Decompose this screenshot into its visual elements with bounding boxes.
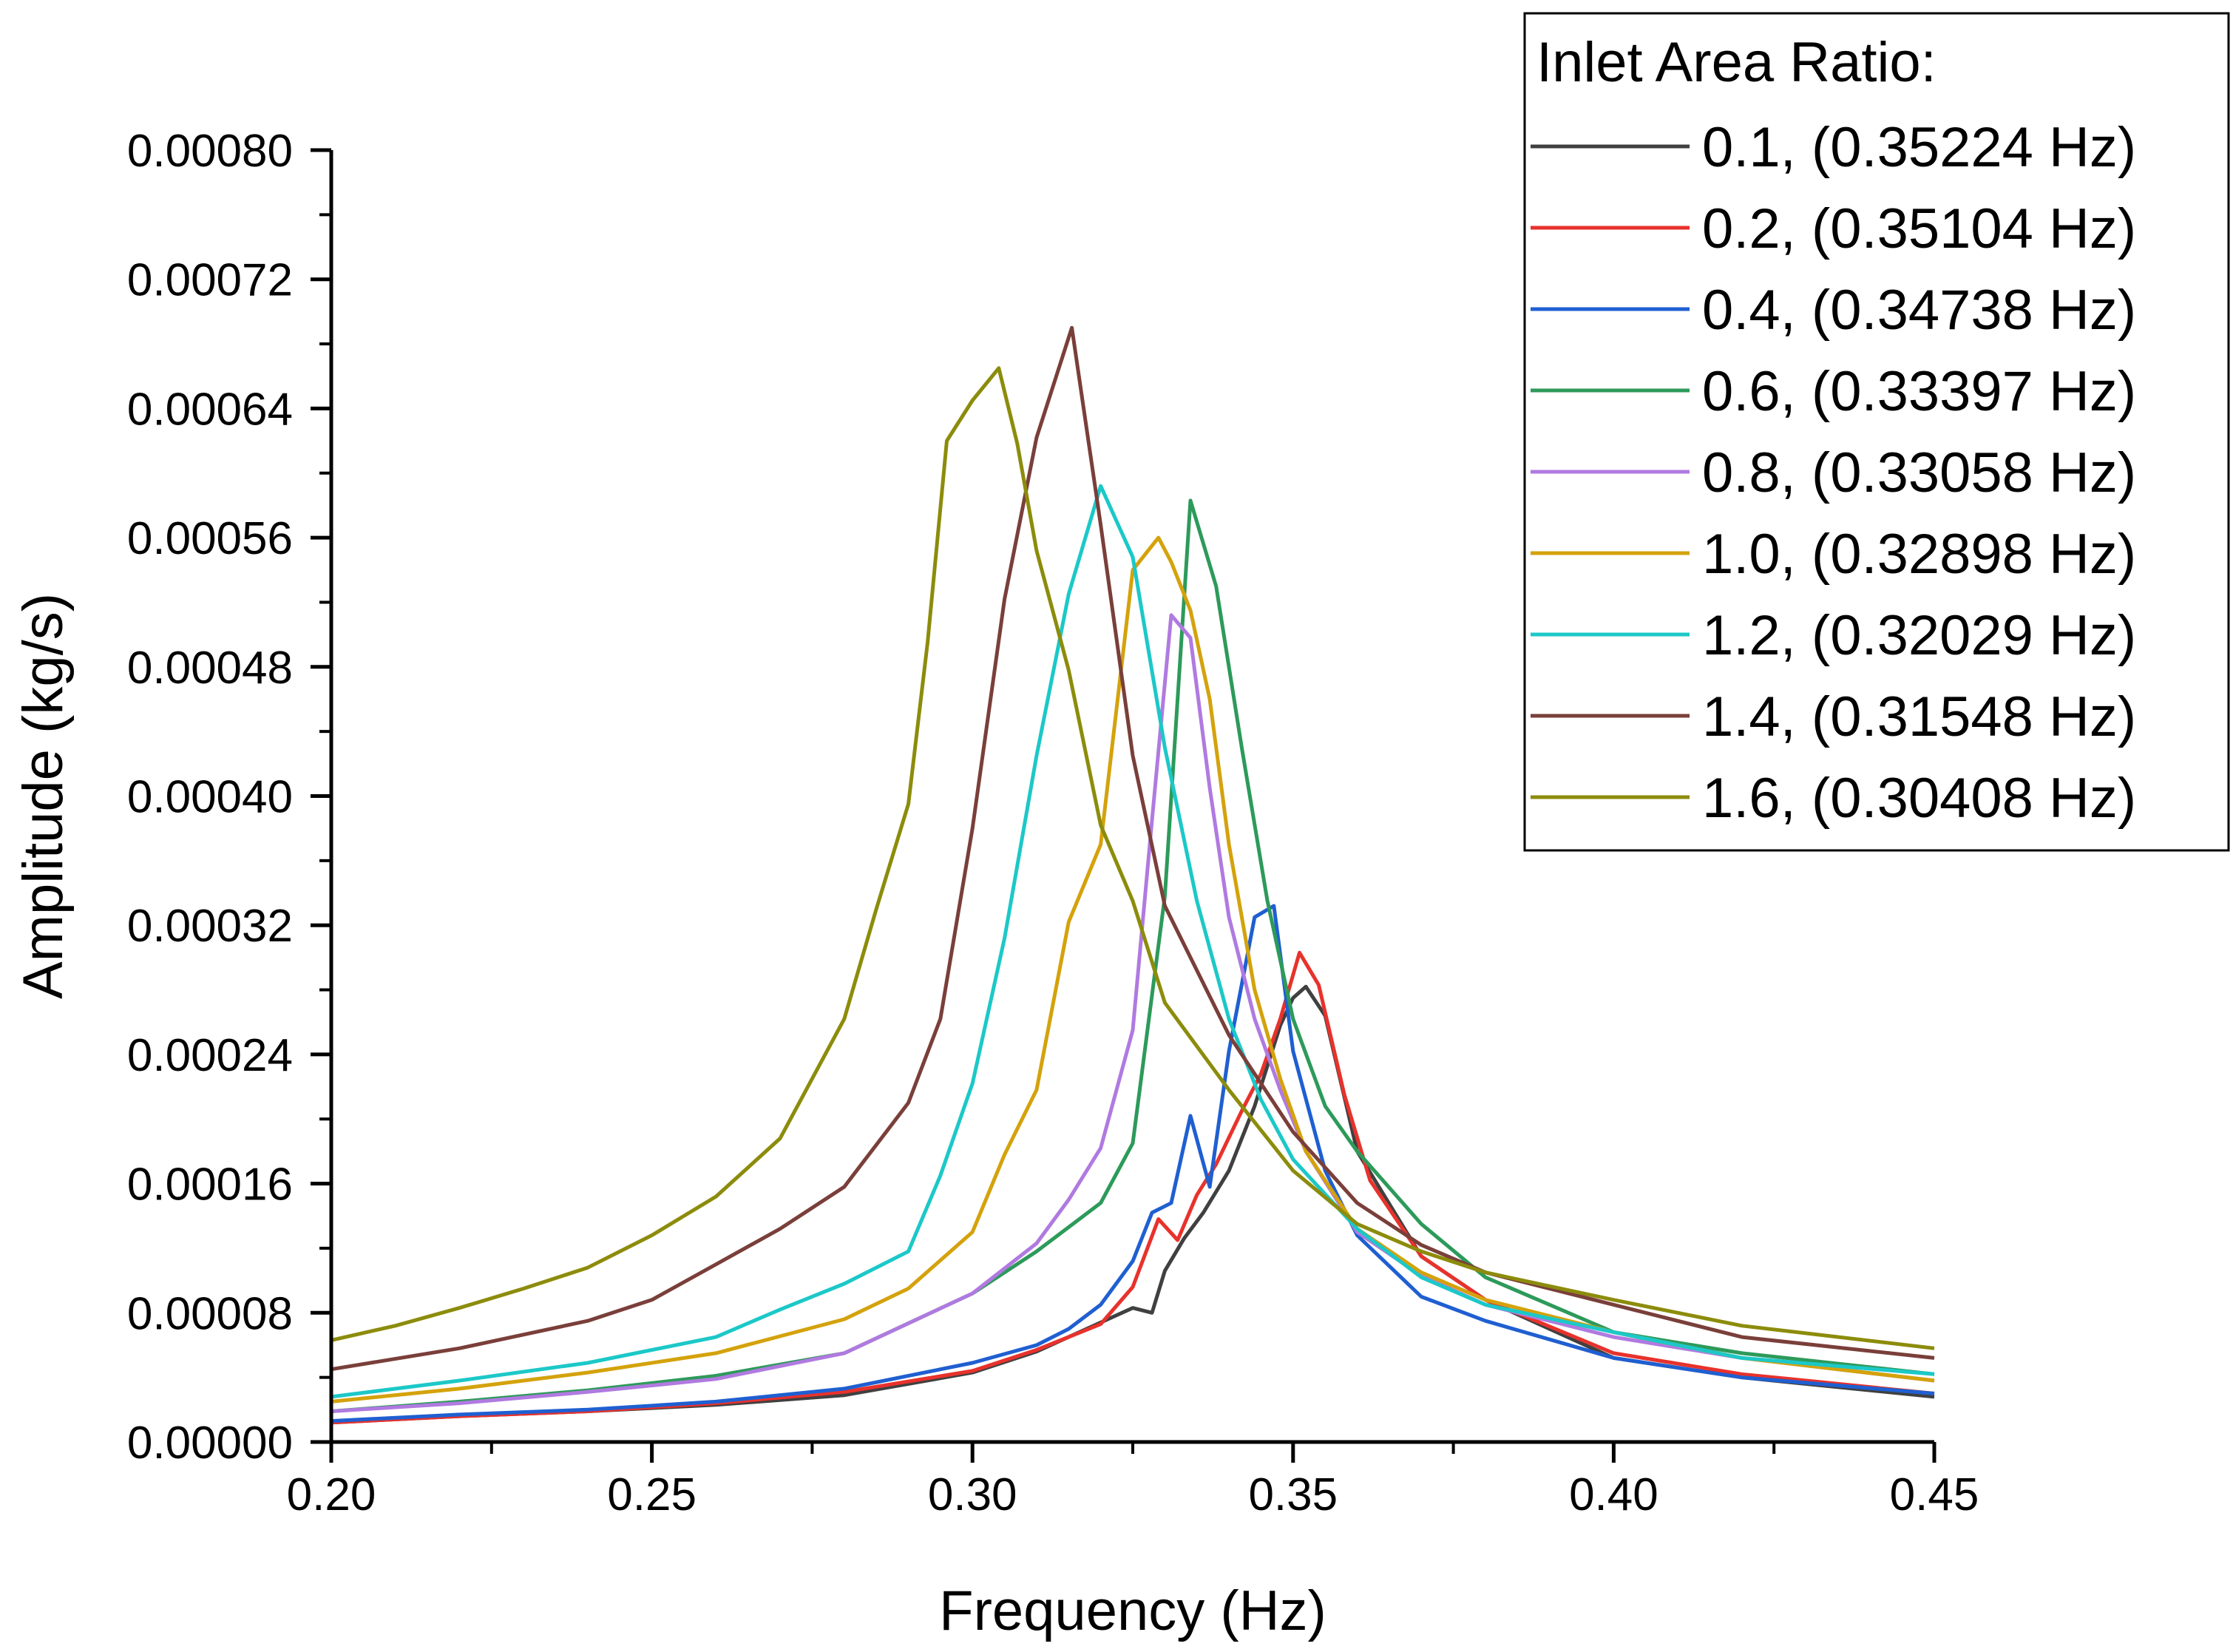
- x-tick-label: 0.45: [1890, 1469, 1979, 1520]
- series-line-3: [331, 904, 1935, 1424]
- series-line-2: [331, 950, 1935, 1425]
- y-tick-label: 0.00080: [127, 126, 293, 177]
- x-ticks: 0.20 0.25 0.30 0.35 0.40 0.45: [287, 1442, 1979, 1520]
- legend-label-9: 1.6, (0.30408 Hz): [1702, 767, 2136, 830]
- x-tick-label: 0.25: [607, 1469, 697, 1520]
- legend-box: [1523, 12, 2230, 852]
- y-tick-label: 0.00032: [127, 901, 293, 952]
- y-ticks: 0.00000 0.00008 0.00016 0.00024 0.00032 0.000…: [127, 126, 331, 1469]
- legend-label-7: 1.2, (0.32029 Hz): [1702, 604, 2136, 667]
- legend-label-8: 1.4, (0.31548 Hz): [1702, 685, 2136, 748]
- y-tick-label: 0.00056: [127, 513, 293, 564]
- legend-label-2: 0.2, (0.35104 Hz): [1702, 197, 2136, 260]
- x-tick-label: 0.35: [1248, 1469, 1338, 1520]
- series-line-6: [331, 535, 1935, 1404]
- legend-items: 0.1, (0.35224 Hz) 0.2, (0.35104 Hz) 0.4, (…: [1531, 116, 2136, 830]
- series-line-9: [331, 366, 1935, 1350]
- x-tick-label: 0.20: [287, 1469, 376, 1520]
- y-tick-label: 0.00064: [127, 384, 293, 435]
- legend-label-5: 0.8, (0.33058 Hz): [1702, 441, 2136, 504]
- x-axis-title: Frequency (Hz): [939, 1580, 1326, 1642]
- legend-label-1: 0.1, (0.35224 Hz): [1702, 116, 2136, 179]
- legend-label-4: 0.6, (0.33397 Hz): [1702, 360, 2136, 423]
- legend-label-6: 1.0, (0.32898 Hz): [1702, 523, 2136, 586]
- legend: Inlet Area Ratio: 0.1, (0.35224 Hz) 0.2, …: [1523, 12, 2230, 852]
- y-tick-label: 0.00008: [127, 1288, 293, 1339]
- y-tick-label: 0.00024: [127, 1030, 293, 1081]
- x-tick-label: 0.40: [1569, 1469, 1658, 1520]
- y-tick-label: 0.00048: [127, 643, 293, 694]
- legend-title: Inlet Area Ratio:: [1536, 31, 1936, 94]
- series-line-8: [331, 325, 1935, 1372]
- series-line-7: [331, 484, 1935, 1399]
- x-tick-label: 0.30: [928, 1469, 1017, 1520]
- legend-label-3: 0.4, (0.34738 Hz): [1702, 279, 2136, 342]
- plot-lines: [331, 325, 1935, 1425]
- y-tick-label: 0.00072: [127, 255, 293, 306]
- y-axis-title: Amplitude (kg/s): [12, 593, 75, 999]
- y-tick-label: 0.00000: [127, 1418, 293, 1469]
- y-tick-label: 0.00040: [127, 772, 293, 823]
- y-tick-label: 0.00016: [127, 1160, 293, 1211]
